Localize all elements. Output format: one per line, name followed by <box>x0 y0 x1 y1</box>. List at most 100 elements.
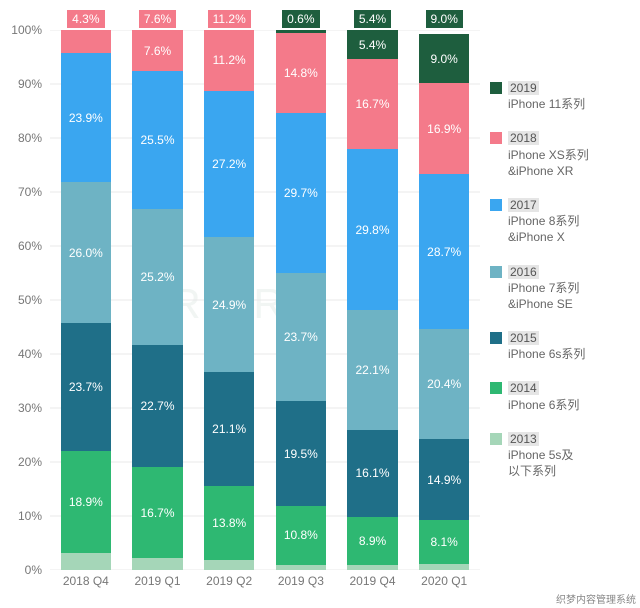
top-label-slot: 9.0% <box>408 0 480 30</box>
y-tick-label: 90% <box>0 77 42 91</box>
legend-desc: iPhone 6s系列 <box>508 347 585 361</box>
bar-segment-label: 23.7% <box>69 380 103 394</box>
bar-segment: 26.0% <box>61 182 111 322</box>
watermark-bottom-right: 织梦内容管理系统 <box>554 591 638 606</box>
top-label-slot: 7.6% <box>122 0 194 30</box>
top-label: 9.0% <box>426 10 463 28</box>
y-tick-label: 30% <box>0 401 42 415</box>
legend-swatch <box>490 433 502 445</box>
bar-segment: 7.6% <box>132 30 182 71</box>
bar-segment: 28.7% <box>419 174 469 329</box>
legend-desc: iPhone 5s及以下系列 <box>508 448 573 478</box>
top-label-slot: 4.3% <box>50 0 122 30</box>
top-label: 7.6% <box>139 10 176 28</box>
bar-segment: 10.8% <box>276 506 326 564</box>
bar-segment: 16.9% <box>419 83 469 174</box>
x-axis-labels: 2018 Q42019 Q12019 Q22019 Q32019 Q42020 … <box>50 574 480 588</box>
bar-segment: 25.2% <box>132 209 182 345</box>
bar: 10.8%19.5% 23.7% 29.7% 14.8% <box>276 30 326 570</box>
chart-container: URORA 0%10%20%30%40%50%60%70%80%90%100% … <box>0 0 640 608</box>
y-tick-label: 100% <box>0 23 42 37</box>
legend-swatch <box>490 82 502 94</box>
bar-segment: 23.7% <box>61 323 111 451</box>
legend-item: 2018iPhone XS系列&iPhone XR <box>490 130 635 179</box>
bar-segment: 5.4% <box>347 30 397 59</box>
bar-segment: 29.8% <box>347 149 397 310</box>
bar-segment-label: 22.1% <box>356 363 390 377</box>
bar-segment: 19.5% <box>276 401 326 506</box>
legend-text: 2015 iPhone 6s系列 <box>508 330 585 362</box>
bar-segment-label: 9.0% <box>431 52 458 66</box>
bar-segment-label: 25.5% <box>140 133 174 147</box>
y-tick-label: 10% <box>0 509 42 523</box>
bar-segment-label: 23.9% <box>69 111 103 125</box>
bar-segment <box>132 558 182 570</box>
bar-segment-label: 16.9% <box>427 122 461 136</box>
legend-item: 2019iPhone 11系列 <box>490 80 635 112</box>
bar-slot: 8.9% 16.1% 22.1% 29.8% 16.7% 5.4% <box>337 30 409 570</box>
bar-segment-label: 20.4% <box>427 377 461 391</box>
x-tick-label: 2019 Q4 <box>337 574 409 588</box>
bar-segment-label: 25.2% <box>140 270 174 284</box>
bar-segment-label: 5.4% <box>359 38 386 52</box>
legend-text: 2018iPhone XS系列&iPhone XR <box>508 130 589 179</box>
bar-segment: 18.9% <box>61 451 111 553</box>
bar-segment-label: 24.9% <box>212 298 246 312</box>
x-tick-label: 2020 Q1 <box>408 574 480 588</box>
top-label-slot: 0.6% <box>265 0 337 30</box>
bar-segment: 13.8% <box>204 486 254 561</box>
bar-segment: 9.0% <box>419 34 469 83</box>
bar-segment: 16.1% <box>347 430 397 517</box>
x-tick-label: 2019 Q3 <box>265 574 337 588</box>
bar-segment: 25.5% <box>132 71 182 209</box>
bar-segment: 24.9% <box>204 237 254 371</box>
bars-area: 18.9% 23.7% 26.0% 23.9% 16.7% 22.7% 25.2% 25.5%… <box>50 30 480 570</box>
legend-text: 2013 iPhone 5s及以下系列 <box>508 431 573 480</box>
bar-segment: 22.7% <box>132 345 182 468</box>
bar-segment <box>347 565 397 570</box>
y-tick-label: 80% <box>0 131 42 145</box>
bar-segment: 8.1% <box>419 520 469 564</box>
bar-segment-label: 16.7% <box>140 506 174 520</box>
bar-slot: 8.1%14.9%20.4%28.7%16.9%9.0% <box>408 30 480 570</box>
legend-item: 2015 iPhone 6s系列 <box>490 330 635 362</box>
legend-swatch <box>490 132 502 144</box>
bar-segment-label: 26.0% <box>69 246 103 260</box>
legend-year: 2015 <box>508 331 539 345</box>
bar-segment: 23.7% <box>276 273 326 401</box>
y-tick-label: 20% <box>0 455 42 469</box>
bar: 16.7% 22.7% 25.2% 25.5% 7.6% <box>132 30 182 570</box>
bar-segment: 11.2% <box>204 30 254 90</box>
bar-segment-label: 14.8% <box>284 66 318 80</box>
bar-segment-label: 18.9% <box>69 495 103 509</box>
legend-swatch <box>490 332 502 344</box>
bar-segment-label: 23.7% <box>284 330 318 344</box>
bar-segment-label: 16.1% <box>356 466 390 480</box>
top-label: 4.3% <box>67 10 104 28</box>
bar-segment-label: 28.7% <box>427 245 461 259</box>
legend: 2019iPhone 11系列 2018iPhone XS系列&iPhone XR… <box>490 80 635 497</box>
bar-segment: 20.4% <box>419 329 469 439</box>
bar-segment <box>204 560 254 570</box>
bar-slot: 18.9% 23.7% 26.0% 23.9% <box>50 30 122 570</box>
bar-slot: 10.8%19.5% 23.7% 29.7% 14.8% <box>265 30 337 570</box>
legend-text: 2017iPhone 8系列&iPhone X <box>508 197 579 246</box>
bar-segment-label: 8.9% <box>359 534 386 548</box>
y-tick-label: 0% <box>0 563 42 577</box>
legend-item: 2013 iPhone 5s及以下系列 <box>490 431 635 480</box>
bar-segment-label: 27.2% <box>212 157 246 171</box>
legend-year: 2017 <box>508 198 539 212</box>
bar: 13.8%21.1%24.9%27.2%11.2% <box>204 30 254 570</box>
legend-item: 2014iPhone 6系列 <box>490 380 635 412</box>
bar: 8.9% 16.1% 22.1% 29.8% 16.7% 5.4% <box>347 30 397 570</box>
legend-year: 2013 <box>508 432 539 446</box>
bar-segment: 14.8% <box>276 33 326 113</box>
y-tick-label: 70% <box>0 185 42 199</box>
top-label-slot: 11.2% <box>193 0 265 30</box>
legend-year: 2016 <box>508 265 539 279</box>
bar-segment-label: 16.7% <box>356 97 390 111</box>
bar-segment: 29.7% <box>276 113 326 273</box>
legend-desc: iPhone 6系列 <box>508 398 579 412</box>
top-labels: 4.3%7.6%11.2%0.6%5.4%9.0% <box>50 0 480 30</box>
bar-segment: 22.1% <box>347 310 397 429</box>
